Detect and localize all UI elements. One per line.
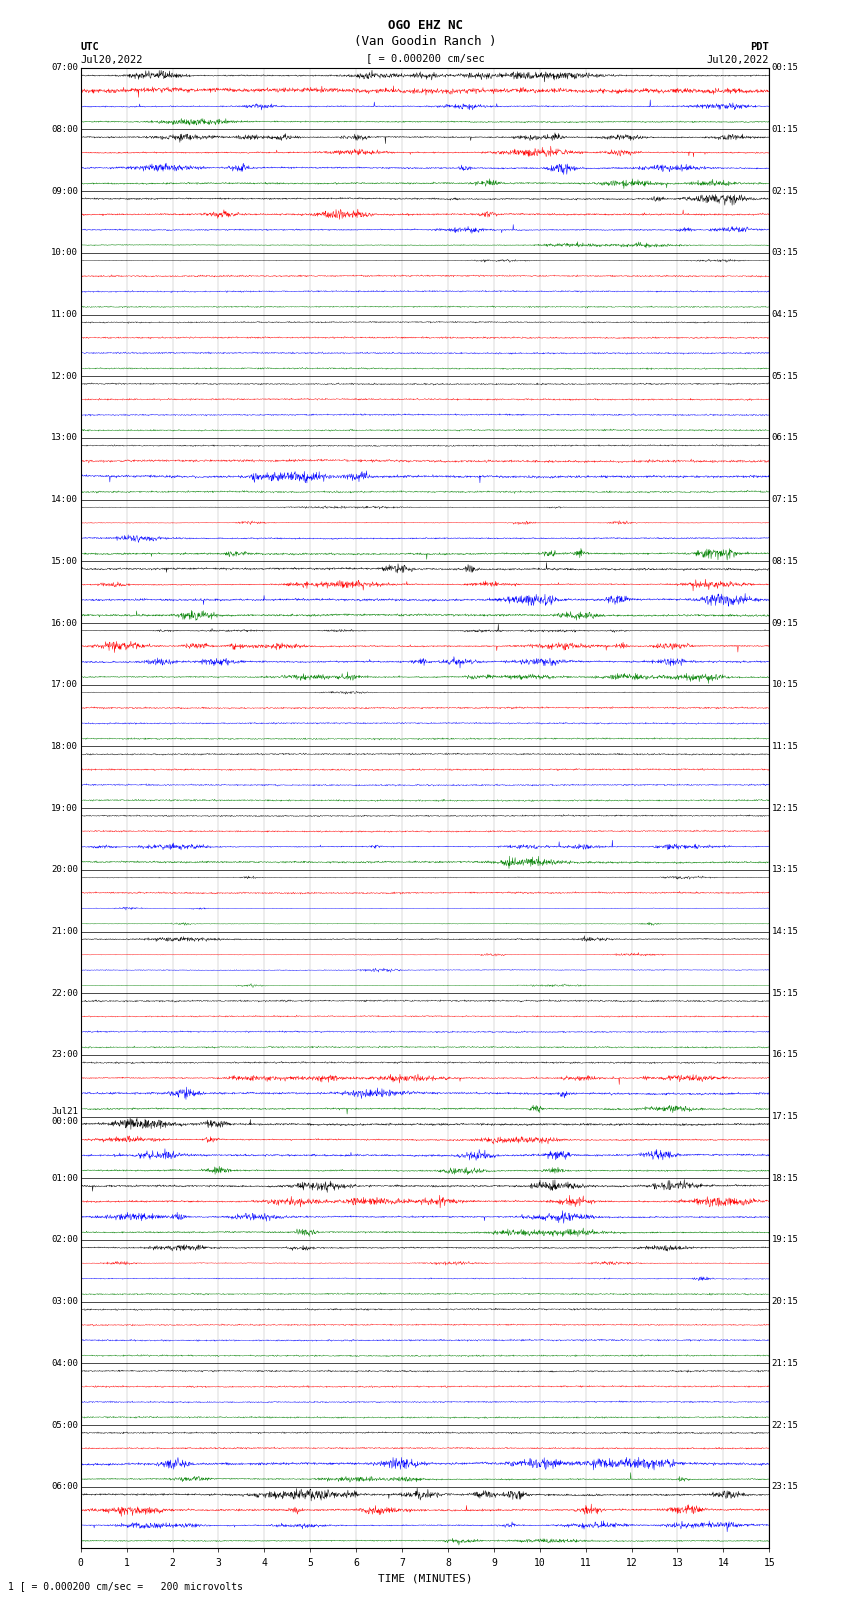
Text: 02:15: 02:15 (772, 187, 799, 195)
Text: 22:15: 22:15 (772, 1421, 799, 1429)
Text: 12:00: 12:00 (51, 371, 78, 381)
Text: 16:15: 16:15 (772, 1050, 799, 1060)
Text: 06:15: 06:15 (772, 434, 799, 442)
Text: [ = 0.000200 cm/sec: [ = 0.000200 cm/sec (366, 53, 484, 63)
Text: 20:15: 20:15 (772, 1297, 799, 1307)
Text: 10:15: 10:15 (772, 681, 799, 689)
Text: 14:00: 14:00 (51, 495, 78, 505)
Text: Jul21
00:00: Jul21 00:00 (51, 1107, 78, 1126)
Text: 1 [ = 0.000200 cm/sec =   200 microvolts: 1 [ = 0.000200 cm/sec = 200 microvolts (8, 1581, 243, 1590)
Text: 15:15: 15:15 (772, 989, 799, 998)
Text: 09:00: 09:00 (51, 187, 78, 195)
Text: 15:00: 15:00 (51, 556, 78, 566)
Text: 23:15: 23:15 (772, 1482, 799, 1492)
Text: 04:00: 04:00 (51, 1358, 78, 1368)
Text: UTC: UTC (81, 42, 99, 52)
Text: OGO EHZ NC: OGO EHZ NC (388, 19, 462, 32)
Text: 04:15: 04:15 (772, 310, 799, 319)
Text: 21:00: 21:00 (51, 927, 78, 936)
Text: 08:00: 08:00 (51, 124, 78, 134)
Text: PDT: PDT (751, 42, 769, 52)
Text: 21:15: 21:15 (772, 1358, 799, 1368)
Text: 17:15: 17:15 (772, 1111, 799, 1121)
Text: 05:00: 05:00 (51, 1421, 78, 1429)
Text: 01:15: 01:15 (772, 124, 799, 134)
Text: 22:00: 22:00 (51, 989, 78, 998)
Text: 12:15: 12:15 (772, 803, 799, 813)
Text: 07:00: 07:00 (51, 63, 78, 73)
Text: 19:00: 19:00 (51, 803, 78, 813)
Text: 01:00: 01:00 (51, 1174, 78, 1182)
Text: 02:00: 02:00 (51, 1236, 78, 1245)
Text: 17:00: 17:00 (51, 681, 78, 689)
Text: 14:15: 14:15 (772, 927, 799, 936)
Text: 06:00: 06:00 (51, 1482, 78, 1492)
Text: 00:15: 00:15 (772, 63, 799, 73)
Text: Jul20,2022: Jul20,2022 (81, 55, 144, 65)
Text: 03:00: 03:00 (51, 1297, 78, 1307)
Text: 18:00: 18:00 (51, 742, 78, 752)
Text: 05:15: 05:15 (772, 371, 799, 381)
Text: 11:15: 11:15 (772, 742, 799, 752)
Text: 10:00: 10:00 (51, 248, 78, 258)
Text: 13:15: 13:15 (772, 865, 799, 874)
Text: 19:15: 19:15 (772, 1236, 799, 1245)
Text: 07:15: 07:15 (772, 495, 799, 505)
Text: 09:15: 09:15 (772, 618, 799, 627)
Text: 11:00: 11:00 (51, 310, 78, 319)
Text: 23:00: 23:00 (51, 1050, 78, 1060)
Text: 20:00: 20:00 (51, 865, 78, 874)
Text: (Van Goodin Ranch ): (Van Goodin Ranch ) (354, 35, 496, 48)
X-axis label: TIME (MINUTES): TIME (MINUTES) (377, 1573, 473, 1582)
Text: 03:15: 03:15 (772, 248, 799, 258)
Text: 13:00: 13:00 (51, 434, 78, 442)
Text: Jul20,2022: Jul20,2022 (706, 55, 769, 65)
Text: 16:00: 16:00 (51, 618, 78, 627)
Text: 08:15: 08:15 (772, 556, 799, 566)
Text: 18:15: 18:15 (772, 1174, 799, 1182)
